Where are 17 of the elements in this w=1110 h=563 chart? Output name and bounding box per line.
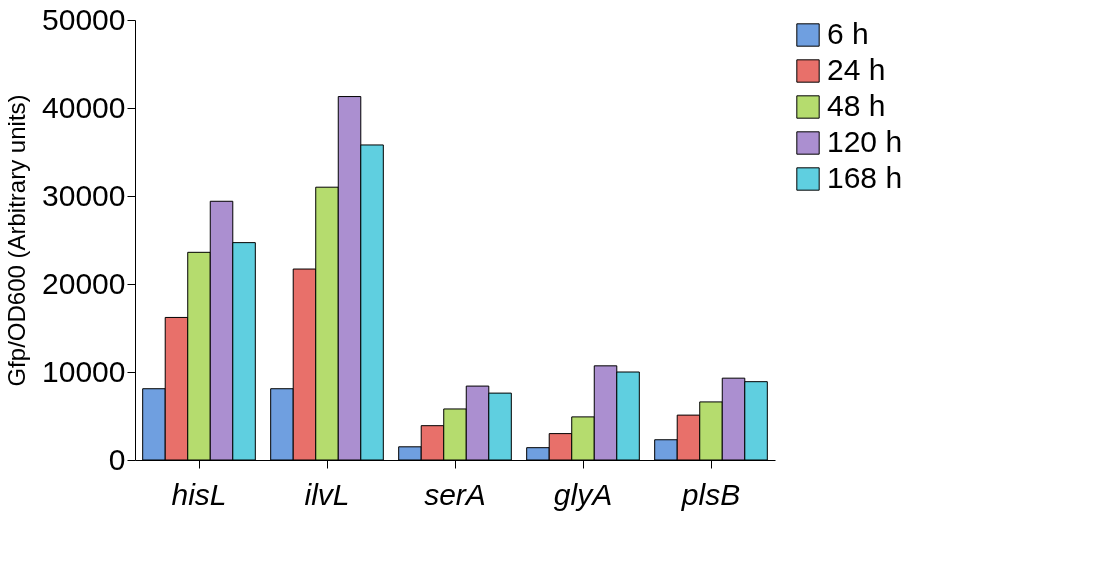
x-tick-label: hisL [171, 477, 227, 511]
y-tick-label: 50000 [42, 2, 126, 36]
x-tick-label: glyA [553, 477, 613, 511]
y-axis-title: Gfp/OD600 (Arbitrary units) [3, 94, 31, 387]
y-tick-label: 30000 [42, 178, 126, 212]
y-tick-label: 40000 [42, 90, 126, 124]
y-tick-label: 10000 [42, 354, 126, 388]
legend-label: 168 h [827, 161, 903, 194]
x-tick-label: ilvL [304, 477, 350, 511]
y-tick-label: 0 [108, 442, 126, 476]
legend-label: 24 h [827, 53, 886, 86]
y-tick-label: 20000 [42, 266, 126, 300]
legend-label: 120 h [827, 125, 903, 158]
x-tick-label: plsB [680, 477, 741, 511]
x-tick-label: serA [424, 477, 486, 511]
legend-label: 48 h [827, 89, 886, 122]
legend-label: 6 h [827, 17, 869, 50]
